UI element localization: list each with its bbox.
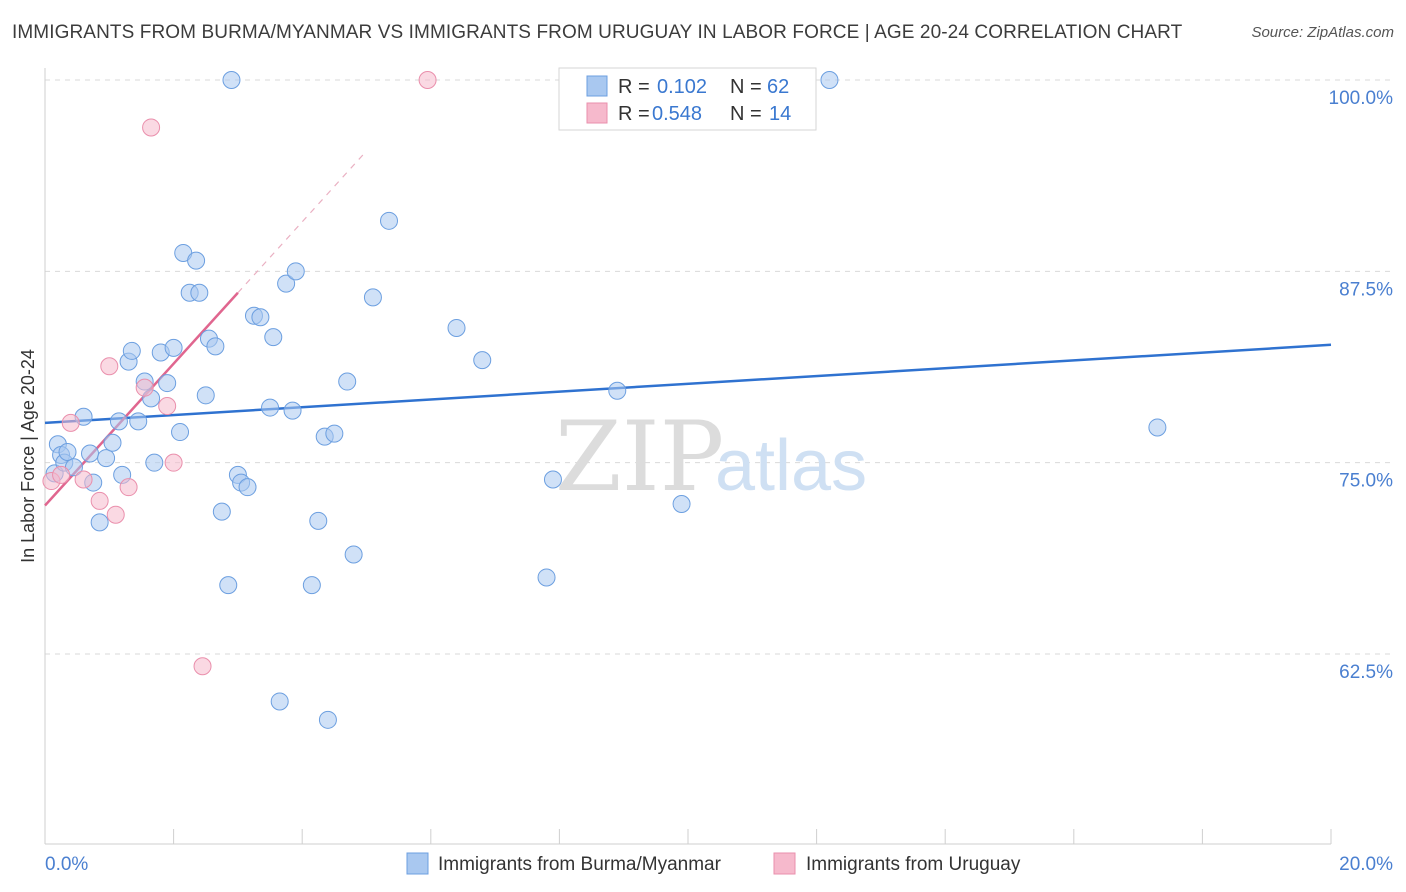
point-uruguay bbox=[158, 397, 177, 416]
watermark: ZIP atlas bbox=[555, 401, 867, 513]
point-uruguay bbox=[135, 378, 154, 397]
point-burma bbox=[187, 251, 206, 270]
point-burma bbox=[672, 494, 691, 513]
point-burma bbox=[338, 372, 357, 391]
legend-n-value-1: 62 bbox=[767, 76, 789, 98]
legend-swatch-uruguay bbox=[586, 102, 608, 124]
point-burma bbox=[380, 211, 399, 230]
point-burma bbox=[238, 478, 257, 497]
point-burma bbox=[196, 386, 215, 405]
point-burma bbox=[222, 71, 241, 89]
legend-n-value-2: 14 bbox=[769, 103, 791, 125]
point-burma bbox=[264, 328, 283, 347]
point-uruguay bbox=[90, 491, 109, 510]
y-axis-label: In Labor Force | Age 20-24 bbox=[18, 349, 38, 563]
chart-source: Source: ZipAtlas.com bbox=[1251, 24, 1394, 41]
point-burma bbox=[212, 502, 231, 521]
point-burma bbox=[537, 568, 556, 587]
legend-n-label-2: N = bbox=[730, 103, 762, 125]
y-tick-label: 87.5% bbox=[1339, 279, 1393, 300]
point-burma bbox=[90, 513, 109, 532]
legend-swatch-burma bbox=[586, 75, 608, 97]
point-burma bbox=[109, 412, 128, 431]
point-burma bbox=[344, 545, 363, 564]
y-tick-labels: 62.5% 75.0% 87.5% 100.0% bbox=[1329, 88, 1394, 683]
legend-r-value-1: 0.102 bbox=[657, 76, 707, 98]
watermark-atlas: atlas bbox=[715, 426, 867, 506]
point-burma bbox=[171, 423, 190, 442]
point-burma bbox=[164, 338, 183, 357]
legend-r-value-2: 0.548 bbox=[652, 103, 702, 125]
point-burma bbox=[190, 283, 209, 302]
point-burma bbox=[608, 381, 627, 400]
point-burma bbox=[309, 511, 328, 530]
point-uruguay bbox=[142, 118, 161, 137]
point-burma bbox=[283, 401, 302, 420]
bottom-legend-label-uruguay: Immigrants from Uruguay bbox=[806, 854, 1021, 875]
point-burma bbox=[158, 374, 177, 393]
point-burma bbox=[219, 576, 238, 595]
x-tick-label-max: 20.0% bbox=[1339, 854, 1393, 875]
watermark-zip: ZIP bbox=[555, 401, 724, 513]
trend-line-uruguay-extension bbox=[237, 150, 367, 294]
x-tick-label-min: 0.0% bbox=[45, 854, 88, 875]
trend-line-burma bbox=[44, 343, 1332, 425]
point-uruguay bbox=[74, 470, 93, 489]
point-uruguay bbox=[418, 71, 437, 89]
point-burma bbox=[473, 351, 492, 370]
legend-r-label-1: R = bbox=[618, 76, 650, 98]
y-tick-label: 75.0% bbox=[1339, 471, 1393, 492]
point-burma bbox=[325, 424, 344, 443]
y-tick-label: 100.0% bbox=[1329, 88, 1394, 109]
point-burma bbox=[270, 692, 289, 711]
point-burma bbox=[1148, 418, 1167, 437]
point-burma bbox=[58, 442, 77, 461]
point-burma bbox=[820, 71, 839, 89]
legend: R = 0.102 N = 62 R = 0.548 N = 14 bbox=[558, 67, 817, 131]
point-burma bbox=[363, 288, 382, 307]
point-burma bbox=[97, 449, 116, 468]
point-burma bbox=[122, 341, 141, 360]
point-burma bbox=[277, 274, 296, 293]
point-burma bbox=[251, 308, 270, 327]
point-burma bbox=[103, 433, 122, 452]
point-burma bbox=[302, 576, 321, 595]
bottom-legend: Immigrants from Burma/Myanmar Immigrants… bbox=[406, 852, 1021, 875]
point-uruguay bbox=[52, 465, 71, 484]
legend-n-label-1: N = bbox=[730, 76, 762, 98]
series-burma-points bbox=[45, 71, 1167, 729]
point-burma bbox=[206, 337, 225, 356]
legend-r-label-2: R = bbox=[618, 103, 650, 125]
bottom-legend-swatch-uruguay bbox=[773, 852, 796, 875]
point-burma bbox=[543, 470, 562, 489]
point-burma bbox=[261, 398, 280, 417]
bottom-legend-label-burma: Immigrants from Burma/Myanmar bbox=[438, 854, 722, 875]
y-tick-label: 62.5% bbox=[1339, 662, 1393, 683]
point-burma bbox=[318, 710, 337, 729]
chart-title: IMMIGRANTS FROM BURMA/MYANMAR VS IMMIGRA… bbox=[12, 22, 1183, 43]
series-uruguay-points bbox=[42, 71, 437, 676]
point-uruguay bbox=[119, 478, 138, 497]
point-burma bbox=[81, 444, 100, 463]
point-uruguay bbox=[106, 505, 125, 524]
point-burma bbox=[286, 262, 305, 281]
point-uruguay bbox=[164, 453, 183, 472]
point-burma bbox=[129, 412, 148, 431]
bottom-legend-swatch-burma bbox=[406, 852, 429, 875]
point-uruguay bbox=[100, 357, 119, 376]
point-burma bbox=[145, 453, 164, 472]
point-uruguay bbox=[193, 657, 212, 676]
x-tick-marks bbox=[44, 829, 1332, 844]
gridlines bbox=[45, 79, 1393, 655]
point-burma bbox=[447, 318, 466, 337]
point-uruguay bbox=[61, 413, 80, 432]
